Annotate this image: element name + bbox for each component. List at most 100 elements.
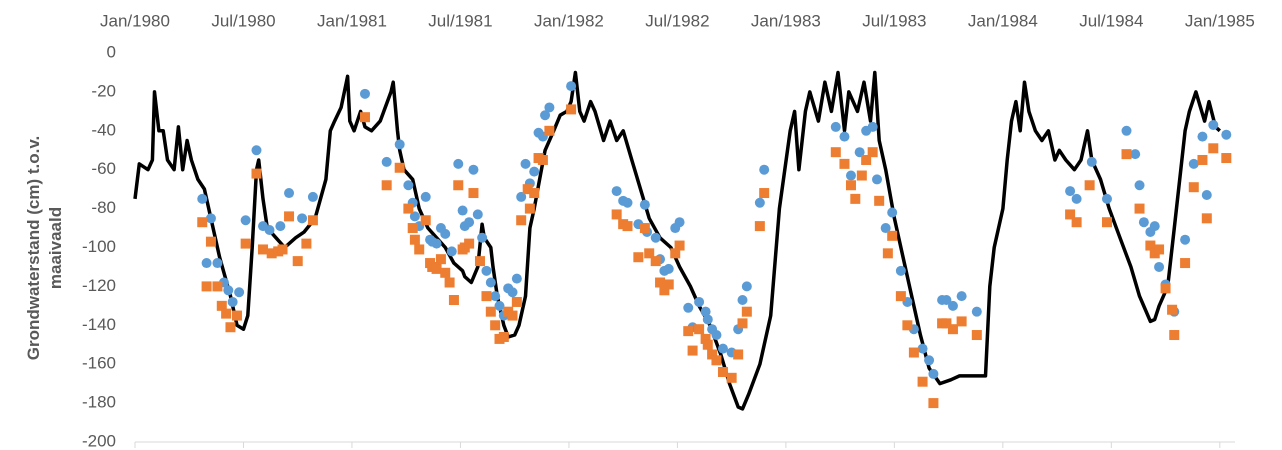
data-square — [201, 281, 212, 292]
data-square — [902, 320, 913, 331]
data-point — [520, 158, 531, 169]
data-point — [683, 302, 694, 313]
data-square — [414, 244, 425, 255]
y-tick-label: -200 — [82, 431, 116, 450]
data-point — [566, 81, 577, 92]
data-square — [1121, 149, 1132, 160]
data-point — [956, 291, 967, 302]
data-square — [474, 256, 485, 267]
data-point — [650, 232, 661, 243]
y-axis-label: Grondwaterstand (cm) t.o.v. maaivaald — [24, 135, 65, 361]
data-point — [845, 170, 856, 181]
data-square — [845, 180, 856, 191]
data-point — [472, 209, 483, 220]
data-square — [240, 238, 251, 249]
data-square — [511, 296, 522, 307]
data-point — [830, 121, 841, 132]
data-point — [223, 285, 234, 296]
data-square — [420, 215, 431, 226]
data-square — [205, 236, 216, 247]
data-square — [529, 188, 540, 199]
data-point — [494, 300, 505, 311]
data-point — [446, 246, 457, 257]
data-point — [700, 306, 711, 317]
data-square — [928, 398, 939, 409]
data-square — [856, 170, 867, 181]
data-square — [741, 306, 752, 317]
data-point — [516, 191, 527, 202]
y-tick-label: -20 — [91, 81, 116, 100]
y-tick-label: -120 — [82, 276, 116, 295]
data-point — [711, 330, 722, 341]
data-square — [522, 184, 533, 195]
data-square — [700, 333, 711, 344]
data-square — [1160, 283, 1171, 294]
x-tick-label: Jan/1983 — [751, 11, 821, 30]
data-point — [477, 232, 488, 243]
data-point — [872, 174, 883, 185]
data-square — [895, 291, 906, 302]
data-point — [611, 186, 622, 197]
data-point — [928, 368, 939, 379]
data-point — [453, 158, 464, 169]
data-point — [205, 213, 216, 224]
data-point — [359, 88, 370, 99]
data-point — [1201, 189, 1212, 200]
data-square — [861, 154, 872, 165]
data-square — [1180, 258, 1191, 269]
data-point — [941, 295, 952, 306]
data-square — [381, 180, 392, 191]
data-square — [485, 306, 496, 317]
x-tick-label: Jan/1984 — [968, 11, 1038, 30]
data-point — [971, 306, 982, 317]
data-square — [687, 345, 698, 356]
data-point — [674, 217, 685, 228]
data-point — [464, 217, 475, 228]
data-square — [1197, 154, 1208, 165]
x-tick-label: Jan/1981 — [317, 11, 387, 30]
data-square — [431, 263, 442, 274]
data-point — [741, 281, 752, 292]
data-square — [453, 180, 464, 191]
data-square — [908, 347, 919, 358]
data-point — [1065, 186, 1076, 197]
data-square — [464, 238, 475, 249]
data-square — [1221, 153, 1232, 164]
data-square — [1084, 180, 1095, 191]
data-square — [887, 230, 898, 241]
data-square — [717, 366, 728, 377]
x-tick-label: Jul/1982 — [645, 11, 709, 30]
data-square — [1145, 240, 1156, 251]
data-square — [292, 256, 303, 267]
data-square — [1071, 217, 1082, 228]
data-square — [1167, 304, 1178, 315]
data-square — [644, 248, 655, 259]
data-square — [1134, 203, 1145, 214]
data-point — [440, 228, 451, 239]
data-square — [659, 285, 670, 296]
data-square — [711, 355, 722, 366]
data-point — [839, 131, 850, 142]
data-square — [655, 277, 666, 288]
data-point — [737, 295, 748, 306]
y-tick-label: -60 — [91, 159, 116, 178]
data-point — [622, 197, 633, 208]
data-square — [277, 244, 288, 255]
data-square — [917, 376, 928, 387]
data-square — [1065, 209, 1076, 220]
data-square — [307, 215, 318, 226]
data-point — [754, 197, 765, 208]
data-point — [1154, 261, 1165, 272]
data-square — [359, 112, 370, 123]
data-point — [307, 191, 318, 202]
data-square — [231, 310, 242, 321]
data-square — [468, 188, 479, 199]
y-tick-label: -140 — [82, 315, 116, 334]
data-square — [1188, 182, 1199, 193]
data-square — [611, 209, 622, 220]
data-point — [240, 215, 251, 226]
data-point — [490, 291, 501, 302]
data-point — [481, 265, 492, 276]
data-point — [511, 273, 522, 284]
